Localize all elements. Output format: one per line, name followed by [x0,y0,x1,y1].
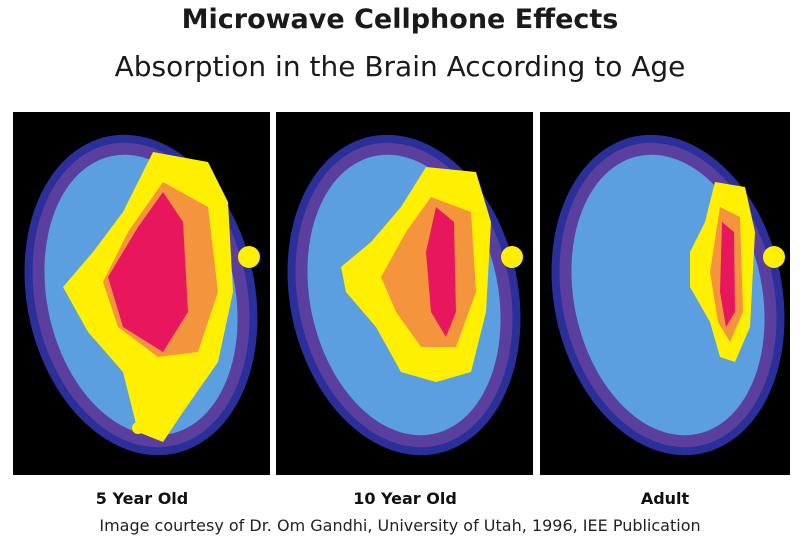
title: Microwave Cellphone Effects [181,4,619,35]
panel-10-year [258,112,550,478]
subtitle: Absorption in the Brain According to Age [114,50,686,83]
caption: Image courtesy of Dr. Om Gandhi, Univers… [99,516,701,535]
panel-label: Adult [640,489,690,508]
panel-adult [522,112,800,478]
panel-label: 10 Year Old [353,489,457,508]
panel-5-year [0,112,287,478]
panel-label: 5 Year Old [95,489,189,508]
